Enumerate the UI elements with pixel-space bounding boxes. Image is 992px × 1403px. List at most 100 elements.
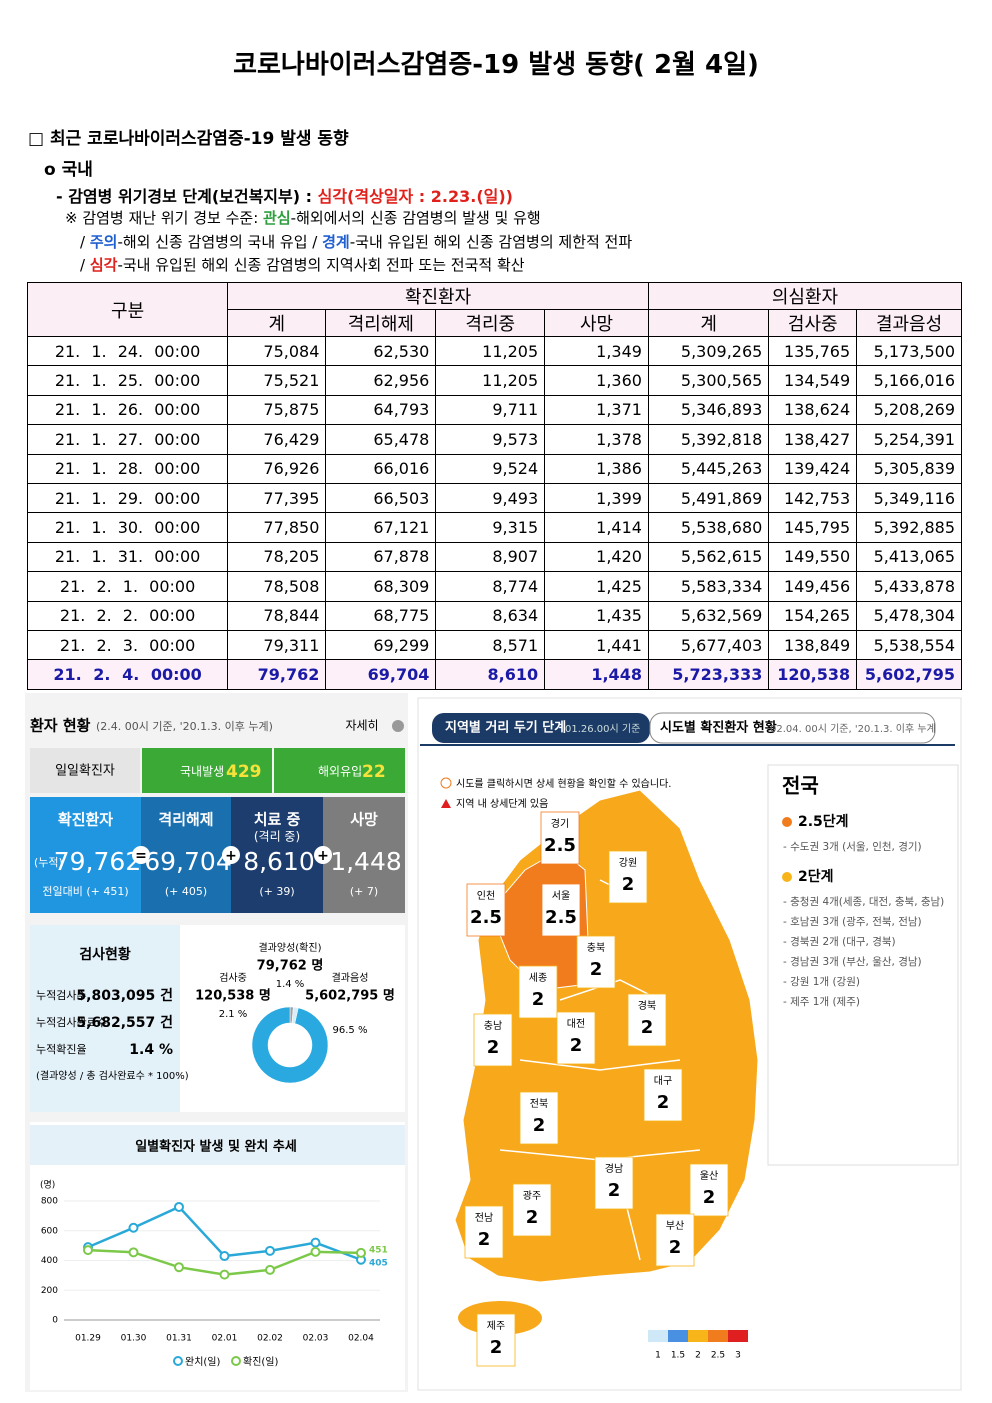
- scale-label: 3: [735, 1351, 741, 1361]
- region-name: 경남: [605, 1162, 623, 1175]
- region-box[interactable]: [594, 1156, 634, 1210]
- x-tick-label: 02.04: [348, 1334, 374, 1344]
- region-box[interactable]: [689, 1163, 729, 1217]
- region-box[interactable]: [627, 993, 667, 1047]
- panel-basis: (2.4. 00시 기준, '20.1.3. 이후 누계): [96, 720, 273, 733]
- region-level: 2: [570, 1035, 583, 1056]
- date-cell: 21. 1. 31. 00:00: [26, 541, 229, 573]
- test-value: 5,803,095 건: [76, 987, 173, 1004]
- title: 코로나바이러스감염증-19 발생 동향( 2월 4일): [233, 50, 759, 80]
- level-label: 2.5단계: [798, 813, 849, 830]
- header-cell: 격리해제: [325, 309, 437, 337]
- y-tick-label: 600: [41, 1226, 58, 1236]
- region-box[interactable]: [576, 935, 616, 989]
- trend-box: [30, 1122, 405, 1390]
- number-cell: 5,392,818: [647, 424, 770, 455]
- stat-sub: (+ 39): [259, 885, 294, 898]
- region-box[interactable]: [466, 883, 506, 937]
- operator-icon: +: [317, 848, 329, 864]
- number-cell: 62,530: [325, 335, 437, 367]
- number-cell: 76,926: [227, 453, 327, 484]
- operator-icon: =: [135, 848, 147, 864]
- level-item: - 강원 1개 (강원): [783, 976, 860, 988]
- scale-swatch: [728, 1330, 748, 1342]
- number-cell: 77,850: [227, 512, 327, 543]
- region-box[interactable]: [643, 1068, 683, 1122]
- region-level: 2: [641, 1017, 654, 1038]
- daily-label: 해외유입: [318, 765, 362, 779]
- number-cell: 1,349: [544, 335, 649, 367]
- legend-marker: [231, 1356, 241, 1366]
- more-link[interactable]: 자세히: [345, 719, 378, 733]
- number-cell: 79,762: [227, 659, 327, 690]
- number-cell: 5,392,885: [856, 512, 962, 543]
- stat-sub: (+ 405): [165, 885, 207, 898]
- region-name: 충북: [587, 942, 605, 954]
- stat-label: (격리 중): [254, 830, 300, 844]
- text-part: - 감염병 위기경보 단계(보건복지부) :: [56, 187, 318, 206]
- region-name: 서울: [552, 890, 570, 902]
- number-cell: 11,205: [435, 365, 546, 396]
- number-cell: 5,602,795: [856, 659, 962, 690]
- header-cell: 확진환자: [227, 282, 649, 310]
- region-name: 대전: [567, 1018, 585, 1030]
- note-line: / 심각-국내 유입된 해외 신종 감염병의 지역사회 전파 또는 전국적 확산: [80, 254, 525, 275]
- donut-name: 검사중: [219, 972, 247, 984]
- scale-label: 2: [695, 1351, 701, 1361]
- number-cell: 1,378: [544, 424, 649, 455]
- number-cell: 8,610: [435, 659, 546, 690]
- region-level: 2: [532, 989, 545, 1010]
- date-cell: 21. 1. 29. 00:00: [26, 482, 229, 514]
- data-row: 21. 2. 3. 00:00 79,311 69,299 8,571 1,441 5,6…: [26, 629, 962, 661]
- tab-basis: 01.26.00시 기준: [565, 723, 640, 735]
- stat-value: 1,448: [330, 847, 402, 876]
- region-box[interactable]: [540, 811, 580, 865]
- region-box[interactable]: [473, 1013, 513, 1067]
- number-cell: 1,441: [544, 629, 649, 661]
- test-title: 검사현황: [79, 946, 131, 963]
- region-box[interactable]: [518, 965, 558, 1019]
- stat-sub: 전일대비 (+ 451): [42, 884, 128, 898]
- date-cell: 21. 1. 24. 00:00: [26, 335, 229, 367]
- level-label: 2단계: [798, 868, 834, 885]
- region-box[interactable]: [476, 1313, 516, 1367]
- y-tick-label: 800: [41, 1197, 58, 1207]
- region-box[interactable]: [608, 850, 648, 904]
- region-level: 2.5: [470, 907, 502, 928]
- number-cell: 142,753: [768, 482, 858, 514]
- tab-title[interactable]: 시도별 확진환자 현황: [660, 720, 777, 736]
- data-row: 21. 1. 28. 00:00 76,926 66,016 9,524 1,386 5,…: [26, 453, 962, 484]
- trend-title: 일별확진자 발생 및 완치 추세: [135, 1139, 297, 1155]
- tab-title[interactable]: 지역별 거리 두기 단계: [445, 720, 566, 736]
- daily-box: [30, 748, 140, 793]
- domestic-heading: o 국내: [44, 160, 93, 180]
- region-box[interactable]: [541, 883, 581, 937]
- scale-swatch: [688, 1330, 708, 1342]
- alert-line: - 감염병 위기경보 단계(보건복지부) : 심각(격상일자 : 2.23.(일…: [56, 183, 513, 207]
- number-cell: 75,521: [227, 365, 327, 396]
- donut-pct: 1.4 %: [276, 979, 305, 990]
- number-cell: 5,583,334: [647, 571, 770, 602]
- region-box[interactable]: [556, 1011, 596, 1065]
- region-name: 경북: [638, 999, 656, 1012]
- data-row: 21. 1. 24. 00:00 75,084 62,530 11,205 1,349 5…: [26, 335, 962, 367]
- number-cell: 5,309,265: [647, 335, 770, 367]
- region-box[interactable]: [512, 1183, 552, 1237]
- date-cell: 21. 2. 4. 00:00: [26, 659, 229, 690]
- text-part: ※ 감염병 재난 위기 경보 수준:: [65, 209, 264, 227]
- number-cell: 5,723,333: [647, 659, 770, 690]
- data-row: 21. 1. 26. 00:00 75,875 64,793 9,711 1,371 5,…: [26, 394, 962, 426]
- stat-box: [141, 797, 231, 913]
- number-cell: 1,360: [544, 365, 649, 396]
- region-box[interactable]: [519, 1091, 559, 1145]
- point: [356, 1247, 366, 1258]
- stat-prefix: (누적): [34, 856, 63, 869]
- region-box[interactable]: [464, 1205, 504, 1259]
- date-cell: 21. 1. 28. 00:00: [26, 453, 229, 484]
- number-cell: 9,315: [435, 512, 546, 543]
- region-box[interactable]: [655, 1213, 695, 1267]
- number-cell: 5,300,565: [647, 365, 770, 396]
- test-box: [30, 925, 180, 1112]
- point: [128, 1222, 139, 1233]
- point: [219, 1269, 230, 1280]
